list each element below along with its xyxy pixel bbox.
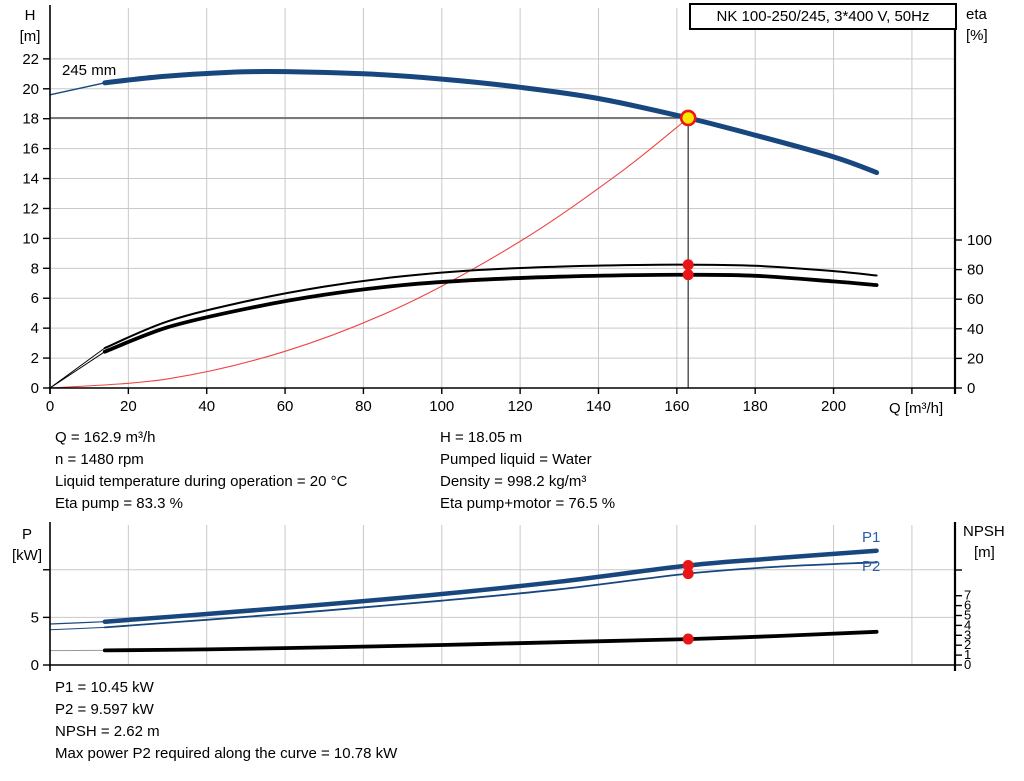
tick-label: 40 <box>198 398 215 415</box>
tick-label: 6 <box>964 598 971 613</box>
h-axis-unit: [m] <box>19 28 41 45</box>
tick-label: 160 <box>664 398 689 415</box>
duty-point-crosshair <box>50 117 689 388</box>
eta-pump-motor-value: Eta pump+motor = 76.5 % <box>440 495 616 512</box>
eta-axis-unit: [%] <box>966 27 988 44</box>
hq-chart-axes <box>49 5 957 394</box>
duty-point-dot <box>682 269 694 281</box>
tick-label: 80 <box>967 262 984 279</box>
tick-label: 3 <box>964 627 971 642</box>
tick-label: 0 <box>46 398 54 415</box>
tick-label: 2 <box>31 350 39 367</box>
tick-label: 8 <box>31 260 39 277</box>
tick-label: 20 <box>967 350 984 367</box>
npsh-axis-symbol: NPSH <box>963 523 1005 540</box>
hq-chart-ticks: 0 20 40 60 80 100 120 140 160 180 2000246810121416… <box>22 51 992 415</box>
tick-label: 80 <box>355 398 372 415</box>
max-power-value: Max power P2 required along the curve = … <box>55 745 398 762</box>
system-curve <box>49 117 689 389</box>
tick-label: 1 <box>964 647 971 662</box>
tick-label: 20 <box>22 81 39 98</box>
pumped-liquid-value: Pumped liquid = Water <box>440 451 592 468</box>
tick-label: 40 <box>967 321 984 338</box>
npsh-curve <box>49 629 879 653</box>
tick-label: 100 <box>967 232 992 249</box>
tick-label: 14 <box>22 171 39 188</box>
density-value: Density = 998.2 kg/m³ <box>440 473 587 490</box>
eta-axis-symbol: eta <box>966 6 987 23</box>
liquid-temperature-value: Liquid temperature during operation = 20… <box>55 473 348 490</box>
duty-point-dot <box>682 568 694 580</box>
p2-value: P2 = 9.597 kW <box>55 701 154 718</box>
tick-label: 60 <box>967 291 984 308</box>
tick-label: 7 <box>964 588 971 603</box>
head-value: H = 18.05 m <box>440 429 523 446</box>
tick-label: 60 <box>277 398 294 415</box>
tick-label: 0 <box>31 380 39 397</box>
tick-label: 5 <box>31 609 39 626</box>
tick-label: 5 <box>964 608 971 623</box>
tick-label: 4 <box>31 320 39 337</box>
duty-point-dot <box>682 259 694 271</box>
duty-point-dot <box>682 633 694 645</box>
p-axis-unit: [kW] <box>12 547 42 564</box>
npsh-value: NPSH = 2.62 m <box>55 723 160 740</box>
h-axis-label: H [m] <box>12 5 48 47</box>
tick-label: 12 <box>22 200 39 217</box>
tick-label: 2 <box>964 637 971 652</box>
operating-info-block: Q = 162.9 m³/h n = 1480 rpm Liquid tempe… <box>55 427 347 515</box>
q-axis-label: Q [m³/h] <box>889 400 944 417</box>
p1-curve-label: P1 <box>862 529 881 546</box>
p-axis-label: P [kW] <box>6 524 48 566</box>
operating-point-marker[interactable] <box>679 109 697 127</box>
tick-label: 120 <box>508 398 533 415</box>
tick-label: 4 <box>964 617 971 632</box>
tick-label: 20 <box>120 398 137 415</box>
tick-label: 10 <box>22 230 39 247</box>
tick-label: 100 <box>429 398 454 415</box>
tick-label: 0 <box>31 657 39 674</box>
tick-label: 16 <box>22 141 39 158</box>
tick-label: 200 <box>821 398 846 415</box>
head-curve <box>49 69 880 176</box>
eta-pump-motor-curve <box>49 272 879 389</box>
flow-value: Q = 162.9 m³/h <box>55 429 156 446</box>
tick-label: 6 <box>31 290 39 307</box>
power-npsh-chart-axes <box>49 522 957 671</box>
p1-curve <box>49 548 879 625</box>
tick-label: 18 <box>22 111 39 128</box>
speed-value: n = 1480 rpm <box>55 451 144 468</box>
p1-value: P1 = 10.45 kW <box>55 679 154 696</box>
tick-label: 140 <box>586 398 611 415</box>
p2-curve-label: P2 <box>862 558 881 575</box>
tick-label: 180 <box>743 398 768 415</box>
tick-label: 22 <box>22 51 39 68</box>
eta-axis-label: eta [%] <box>966 4 988 46</box>
p-axis-symbol: P <box>21 526 32 543</box>
tick-label: 0 <box>964 657 971 672</box>
h-axis-symbol: H <box>24 7 36 24</box>
power-info-block: P1 = 10.45 kW P2 = 9.597 kW NPSH = 2.62 … <box>55 677 397 765</box>
eta-pump-value: Eta pump = 83.3 % <box>55 495 183 512</box>
tick-label: 0 <box>967 380 975 397</box>
impeller-diameter-label: 245 mm <box>62 62 117 79</box>
p2-curve <box>49 561 878 631</box>
npsh-axis-label: NPSH [m] <box>963 521 1005 563</box>
pump-title-box: NK 100-250/245, 3*400 V, 50Hz <box>689 3 957 30</box>
npsh-axis-unit: [m] <box>974 544 995 561</box>
hq-chart-gridlines <box>50 8 955 388</box>
hq-chart[interactable]: 0 20 40 60 80 100 120 140 160 180 2000246810121416… <box>22 5 992 415</box>
liquid-info-block: H = 18.05 m Pumped liquid = Water Densit… <box>440 427 615 515</box>
duty-point-dot <box>682 559 694 571</box>
